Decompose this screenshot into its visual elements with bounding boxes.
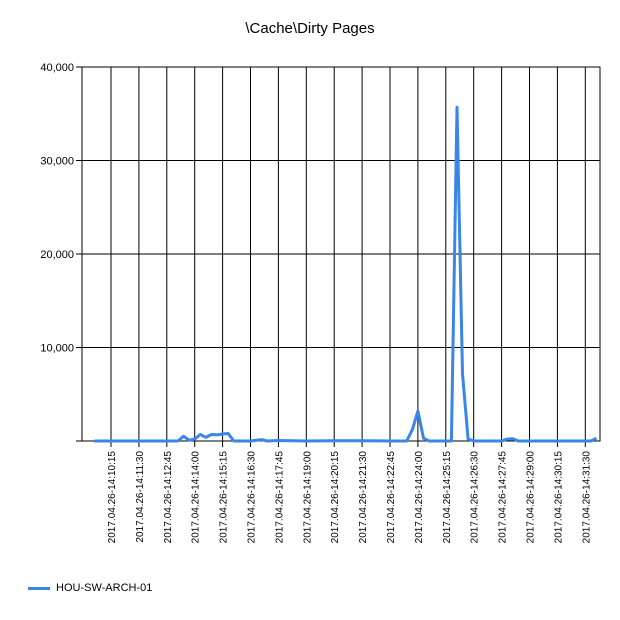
x-tick-label: 2017.04.26-14:17:45 (274, 451, 285, 544)
chart-title: \Cache\Dirty Pages (245, 20, 375, 37)
x-tick-label: 2017.04.26-14:20:15 (330, 451, 341, 544)
x-tick-label: 2017.04.26-14:12:45 (163, 451, 174, 544)
y-tick-label: 40,000 (40, 62, 74, 74)
y-tick-label: 10,000 (40, 343, 74, 355)
x-tick-label: 2017.04.26-14:11:30 (135, 451, 146, 543)
y-tick-label: 20,000 (40, 249, 74, 261)
legend-swatch (28, 586, 50, 590)
x-tick-label: 2017.04.26-14:16:30 (247, 451, 258, 544)
series-line-0 (94, 105, 598, 443)
x-tick-label: 2017.04.26-14:30:15 (553, 451, 564, 544)
legend-label: HOU-SW-ARCH-01 (56, 582, 153, 594)
x-tick-label: 2017.04.26-14:10:15 (107, 451, 118, 544)
x-tick-label: 2017.04.26-14:24:00 (414, 451, 425, 544)
legend: HOU-SW-ARCH-01 (28, 580, 152, 596)
x-tick-label: 2017.04.26-14:14:00 (191, 451, 202, 544)
x-tick-label: 2017.04.26-14:27:45 (498, 451, 509, 544)
x-tick-label: 2017.04.26-14:25:15 (442, 451, 453, 544)
x-tick-label: 2017.04.26-14:19:00 (302, 451, 313, 544)
x-tick-label: 2017.04.26-14:29:00 (526, 451, 537, 544)
x-tick-label: 2017.04.26-14:21:30 (358, 451, 369, 544)
x-tick-label: 2017.04.26-14:26:30 (470, 451, 481, 544)
y-tick-label: 30,000 (40, 156, 74, 168)
x-tick-label: 2017.04.26-14:22:45 (386, 451, 397, 544)
x-tick-label: 2017.04.26-14:31:30 (581, 451, 592, 544)
x-tick-label: 2017.04.26-14:15:15 (219, 451, 230, 544)
